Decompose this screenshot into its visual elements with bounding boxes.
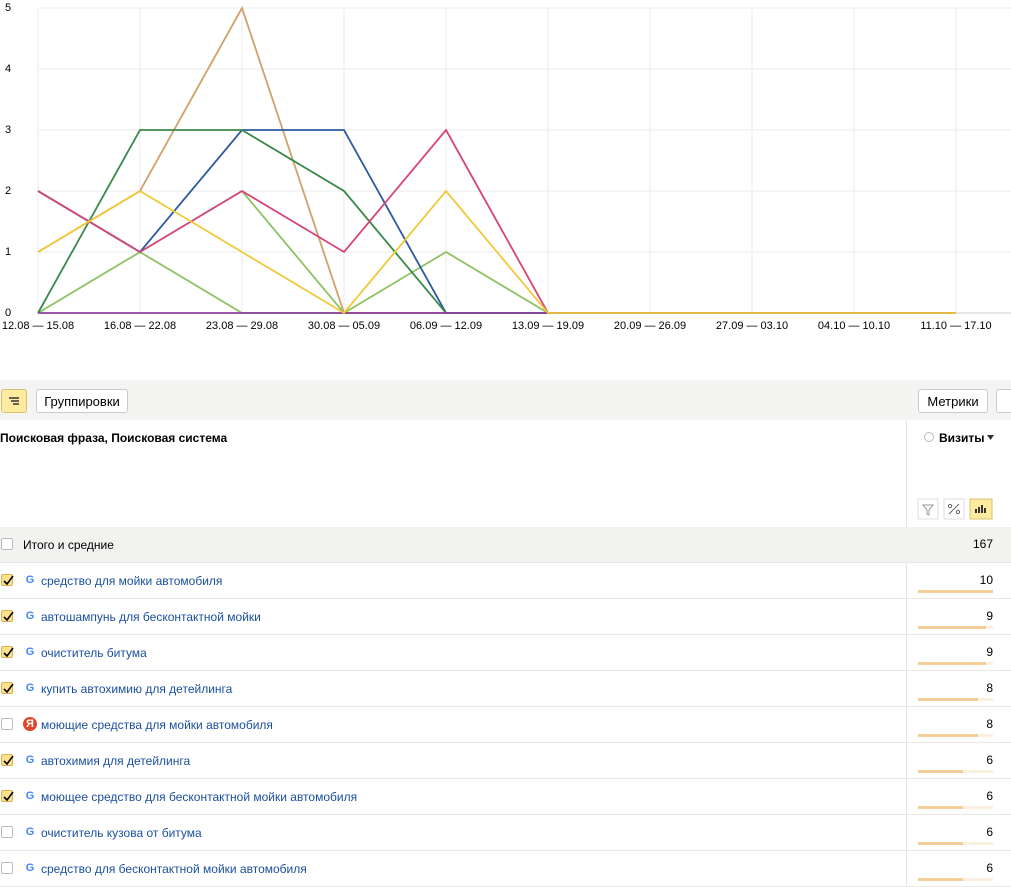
- x-tick-label: 04.10 — 10.10: [818, 320, 890, 332]
- x-tick-label: 27.09 — 03.10: [716, 320, 788, 332]
- checkbox[interactable]: [1, 790, 14, 802]
- row-value: 10: [979, 573, 993, 587]
- x-tick-label: 23.08 — 29.08: [206, 320, 278, 332]
- checkbox[interactable]: [1, 862, 13, 874]
- value-bar: [918, 734, 978, 737]
- value-bar: [918, 806, 963, 809]
- checkbox[interactable]: [1, 718, 13, 730]
- x-tick-label: 20.09 — 26.09: [614, 320, 686, 332]
- check: [3, 575, 14, 586]
- series-line: [37, 5, 956, 314]
- checkbox[interactable]: [1, 826, 13, 838]
- checkbox[interactable]: [1, 754, 14, 766]
- engine-icon: G: [25, 754, 35, 766]
- checkbox[interactable]: [1, 574, 14, 586]
- y-tick-label: 4: [5, 63, 11, 75]
- series-line: [37, 128, 956, 314]
- metrics-button[interactable]: Метрики: [918, 389, 988, 413]
- dimension-header: Поисковая фраза, Поисковая система: [0, 431, 228, 445]
- y-tick-label: 3: [5, 124, 11, 136]
- value-bar: [918, 590, 993, 593]
- checkbox[interactable]: [1, 646, 14, 658]
- value-bar: [918, 698, 978, 701]
- chart: 0 1 2 3 4 5 12.08 — 15.08 16.08 — 22.08 23.08 — …: [2, 2, 1011, 332]
- checkbox[interactable]: [1, 682, 14, 694]
- engine-icon: G: [25, 790, 35, 802]
- icon: [9, 397, 19, 405]
- row-label[interactable]: очиститель кузова от битума: [41, 826, 202, 840]
- check: [3, 611, 14, 622]
- y-tick-label: 5: [5, 2, 11, 14]
- filter-button[interactable]: [917, 498, 939, 520]
- row-value: 8: [986, 717, 993, 731]
- row-label[interactable]: автохимия для детейлинга: [41, 754, 191, 768]
- x-tick-label: 13.09 — 19.09: [512, 320, 584, 332]
- check: [3, 755, 14, 766]
- engine-icon: G: [25, 682, 35, 694]
- engine-icon: G: [25, 862, 35, 874]
- value-bar: [918, 626, 986, 629]
- sort-icon[interactable]: [986, 433, 996, 443]
- x-tick-label: 11.10 — 17.10: [920, 320, 991, 332]
- series-line: [37, 189, 956, 315]
- check: [3, 683, 14, 694]
- checkbox[interactable]: [1, 610, 14, 622]
- total-label: Итого и средние: [23, 538, 114, 552]
- row-label[interactable]: моющее средство для бесконтактной мойки …: [41, 790, 358, 804]
- value-bar: [918, 842, 963, 845]
- help-icon: [924, 432, 934, 442]
- check: [3, 791, 14, 802]
- row-label[interactable]: моющие средства для мойки автомобиля: [41, 718, 273, 732]
- more-button[interactable]: [996, 389, 1011, 413]
- engine-icon: G: [25, 826, 35, 838]
- check: [3, 647, 14, 658]
- row-label[interactable]: средство для бесконтактной мойки автомоб…: [41, 862, 307, 876]
- row-value: 6: [986, 825, 993, 839]
- row-value: 6: [986, 789, 993, 803]
- y-tick-label: 1: [5, 246, 11, 258]
- row-label[interactable]: купить автохимию для детейлинга: [41, 682, 233, 696]
- row-label[interactable]: средство для мойки автомобиля: [41, 574, 223, 588]
- table-mode-button[interactable]: [1, 389, 27, 413]
- x-tick-label: 30.08 — 05.09: [308, 320, 380, 332]
- row-value: 6: [986, 861, 993, 875]
- total-row: Итого и средние 167: [0, 527, 1011, 563]
- row-value: 6: [986, 753, 993, 767]
- value-bar: [918, 662, 986, 665]
- x-tick-label: 06.09 — 12.09: [410, 320, 482, 332]
- total-value: 167: [972, 537, 993, 551]
- engine-icon: G: [25, 610, 35, 622]
- metric-header[interactable]: Визиты: [939, 431, 985, 445]
- column-divider: [906, 420, 907, 886]
- engine-icon: Я: [23, 717, 37, 731]
- row-value: 9: [986, 645, 993, 659]
- row-value: 9: [986, 609, 993, 623]
- x-tick-label: 12.08 — 15.08: [2, 320, 74, 332]
- value-bar: [918, 770, 963, 773]
- x-tick-label: 16.08 — 22.08: [104, 320, 176, 332]
- checkbox[interactable]: [1, 538, 13, 550]
- row-label[interactable]: автошампунь для бесконтактной мойки: [41, 610, 261, 624]
- y-tick-label: 2: [5, 185, 11, 197]
- toolbar: Группировки Метрики: [0, 380, 1011, 420]
- engine-icon: G: [25, 646, 35, 658]
- view-icons: [917, 498, 993, 520]
- groupings-button[interactable]: Группировки: [36, 389, 128, 413]
- row-label[interactable]: очиститель битума: [41, 646, 147, 660]
- engine-icon: G: [25, 574, 35, 586]
- row-value: 8: [986, 681, 993, 695]
- value-bar: [918, 878, 963, 881]
- y-tick-label: 0: [5, 307, 11, 319]
